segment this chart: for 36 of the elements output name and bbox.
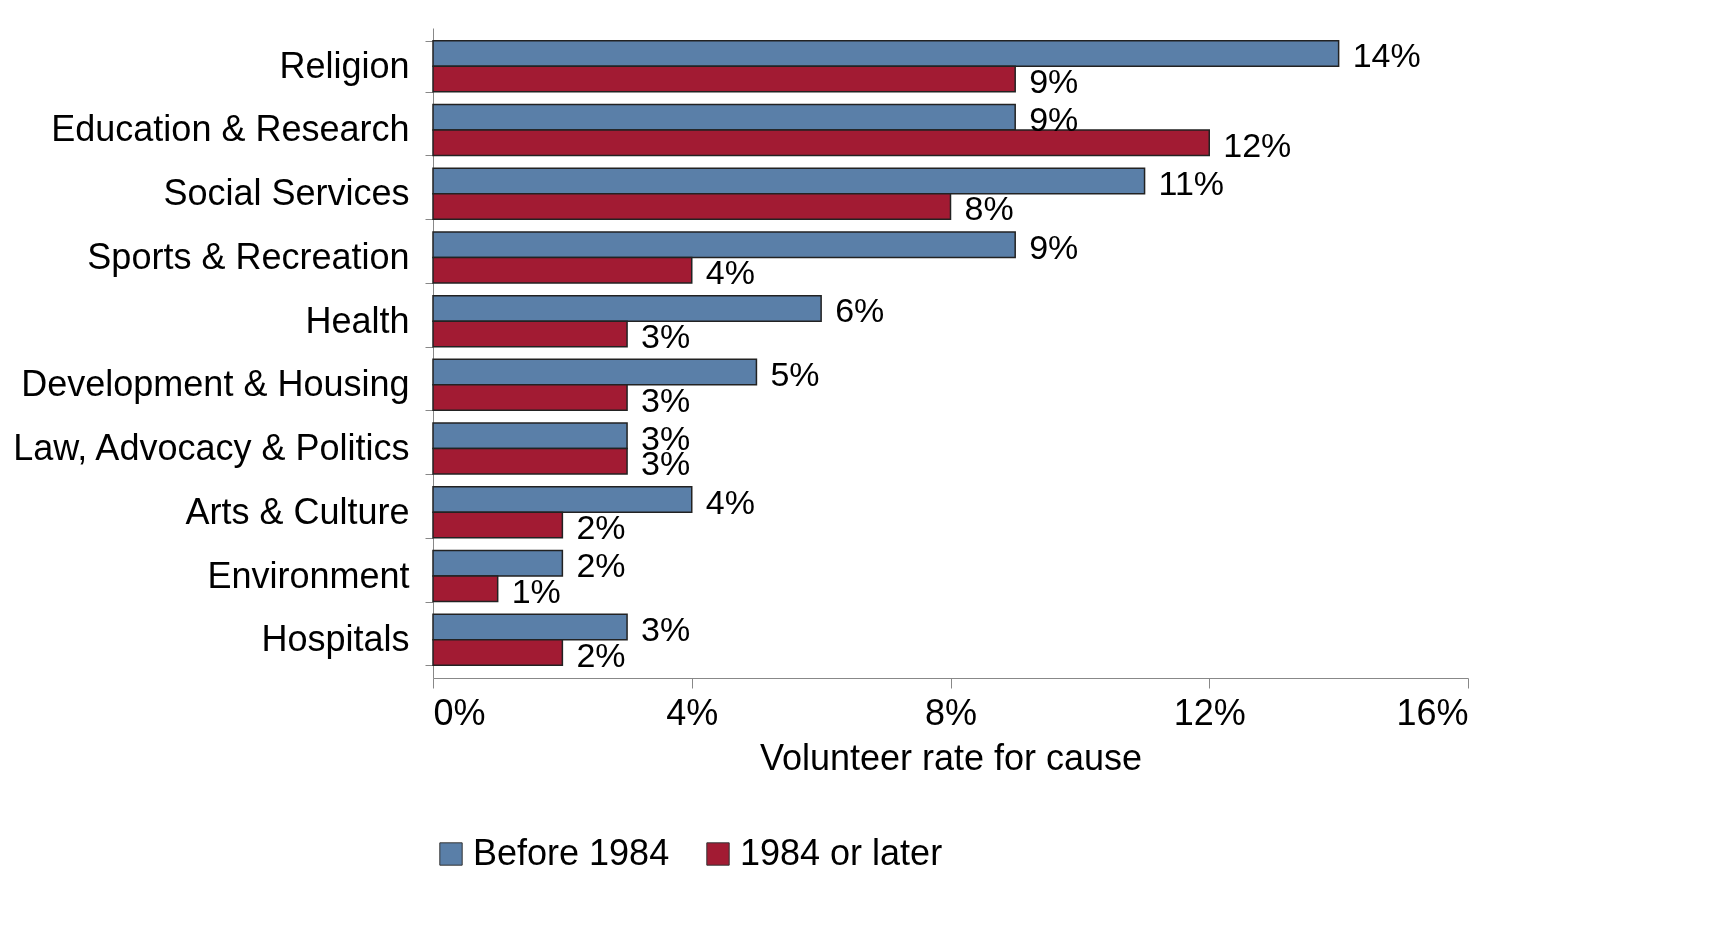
data-label: 6%: [835, 291, 885, 330]
data-label: 9%: [1029, 61, 1079, 100]
y-tick-label: Sports & Recreation: [87, 235, 410, 277]
legend-label: Before 1984: [473, 832, 670, 873]
x-tick-label: 0%: [433, 691, 486, 733]
y-tick-label: Arts & Culture: [185, 490, 410, 532]
data-label: 2%: [576, 546, 626, 585]
x-tick-label: 16%: [1396, 691, 1469, 733]
x-tick-label: 4%: [666, 691, 719, 733]
data-label: 12%: [1223, 125, 1292, 164]
data-label: 3%: [641, 380, 691, 419]
y-tick-label: Hospitals: [261, 618, 410, 660]
data-label: 5%: [770, 355, 820, 394]
data-label: 9%: [1029, 100, 1079, 139]
y-tick-label: Environment: [207, 554, 410, 596]
data-label: 2%: [576, 508, 626, 547]
data-label: 11%: [1158, 163, 1225, 202]
data-label: 8%: [964, 189, 1014, 228]
y-tick-label: Law, Advocacy & Politics: [13, 427, 410, 469]
y-tick-label: Health: [305, 299, 410, 341]
x-tick-label: 8%: [924, 691, 978, 733]
x-tick-label: 12%: [1173, 691, 1246, 733]
data-label: 9%: [1029, 227, 1079, 266]
legend-label: 1984 or later: [740, 832, 943, 873]
data-label: 3%: [641, 316, 691, 355]
data-label: 4%: [705, 253, 755, 292]
y-tick-label: Religion: [279, 44, 410, 86]
data-label: 1%: [511, 571, 561, 610]
data-label: 3%: [641, 610, 691, 649]
y-tick-label: Development & Housing: [21, 363, 410, 405]
y-tick-label: Social Services: [163, 172, 410, 214]
y-tick-label: Education & Research: [51, 108, 410, 150]
data-label: 14%: [1352, 36, 1421, 75]
data-label: 2%: [576, 635, 626, 674]
x-axis-title: Volunteer rate for cause: [759, 736, 1143, 778]
data-label: 4%: [705, 482, 755, 521]
